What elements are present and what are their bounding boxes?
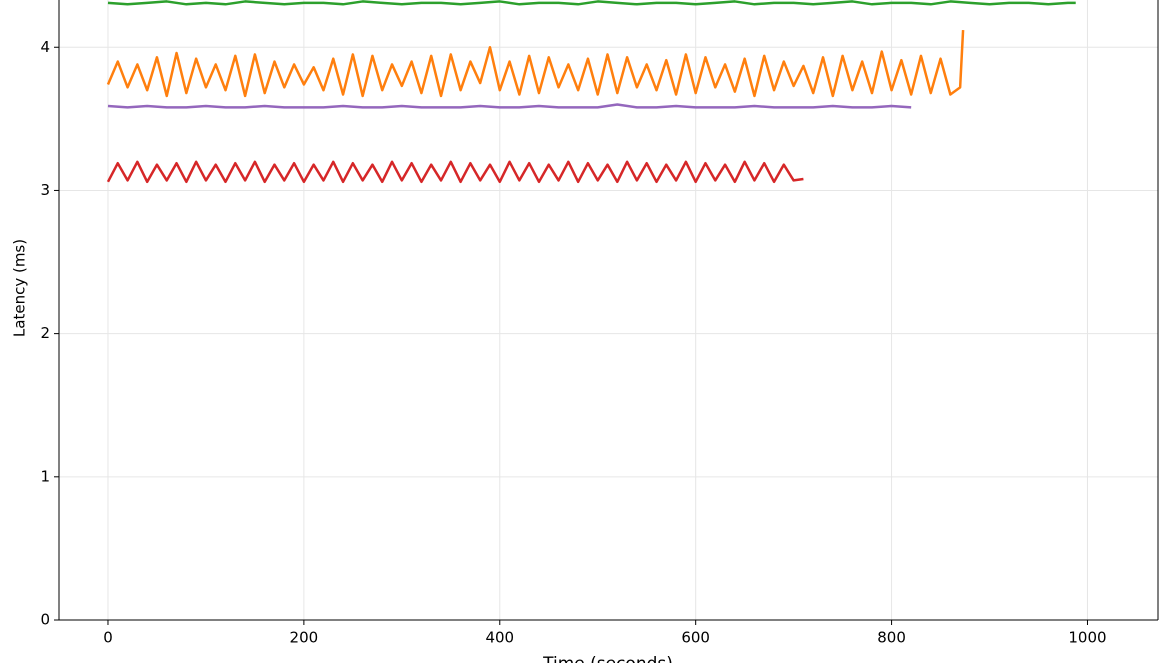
series-line [107,0,1076,6]
x-tick-label: 1000 [1068,629,1106,647]
series-line [106,160,804,184]
y-tick-label: 2 [40,324,50,342]
x-tick-label: 400 [485,629,514,647]
y-tick-label: 1 [40,467,50,485]
x-tick-label: 200 [290,629,319,647]
series-line [107,103,912,109]
y-tick-label: 3 [40,181,50,199]
y-tick-label: 0 [40,611,50,629]
series-line [106,30,965,98]
y-axis-label: Latency (ms) [11,239,29,337]
x-tick-label: 600 [681,629,710,647]
x-tick-label: 0 [103,629,113,647]
x-tick-label: 800 [877,629,906,647]
x-axis-label: Time (seconds) [542,654,673,663]
y-tick-label: 4 [40,38,50,56]
